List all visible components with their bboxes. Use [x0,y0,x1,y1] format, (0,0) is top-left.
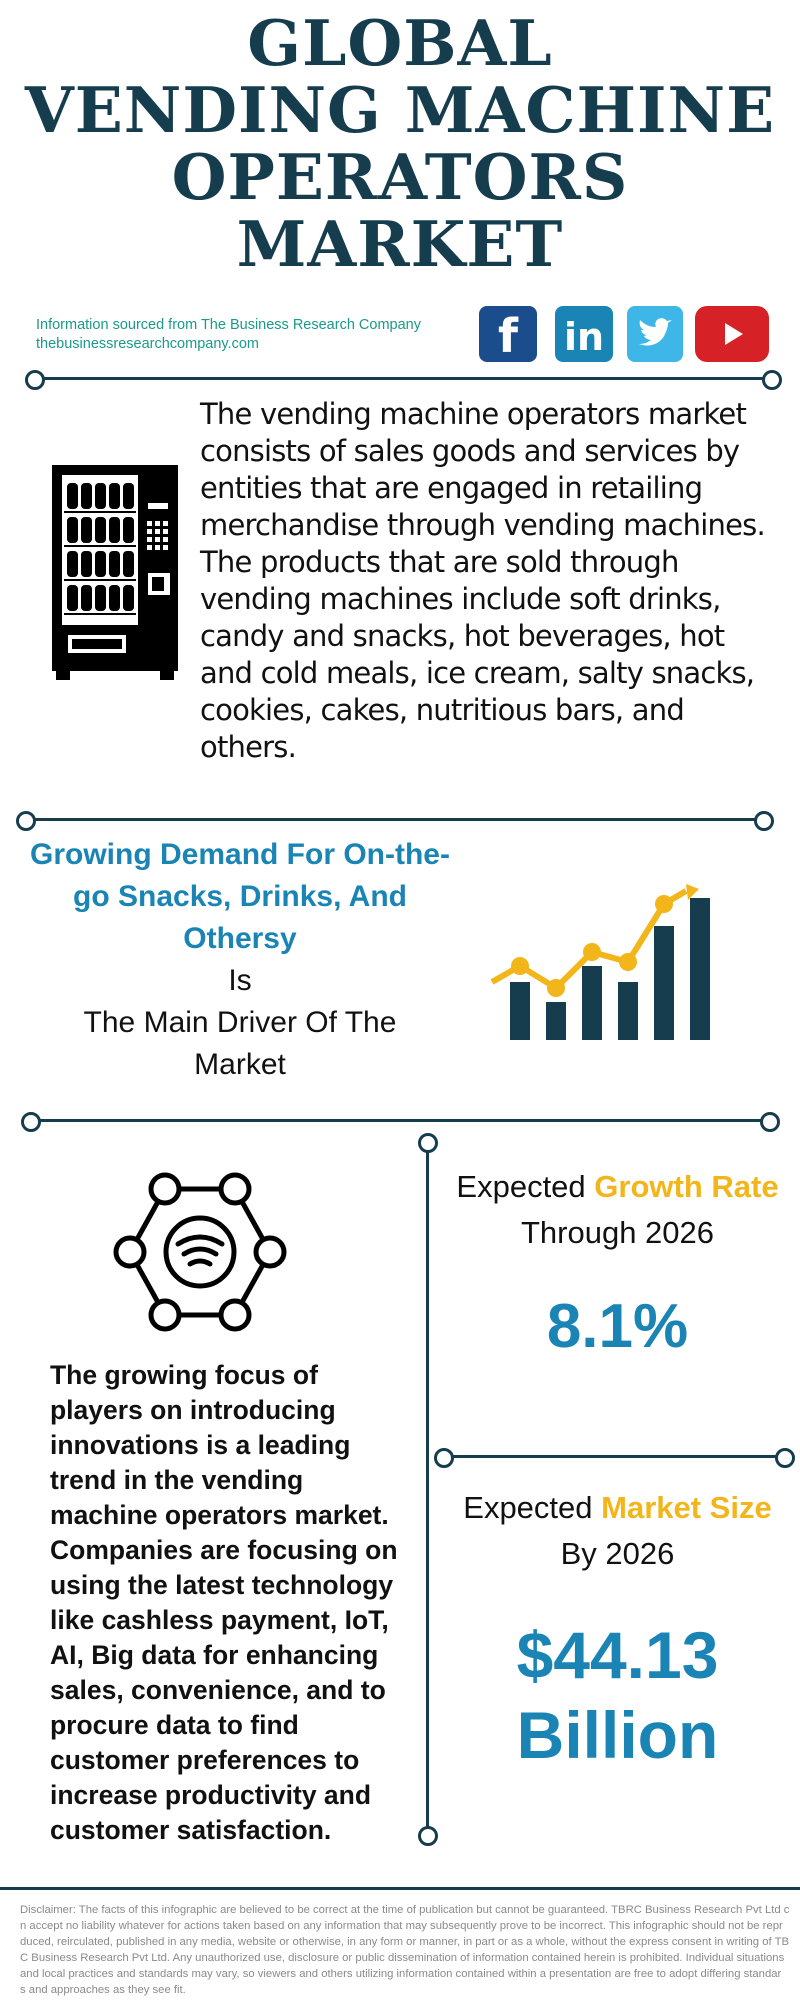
divider-dot [16,811,36,831]
disclaimer-line: C Business Research Pvt Ltd. Any unautho… [20,1952,785,1964]
driver-text: Is [228,964,252,997]
source-link[interactable]: thebusinessresearchcompany.com [36,336,259,352]
market-size-period: By 2026 [560,1536,675,1571]
title-line: GLOBAL [247,6,553,80]
disclaimer-line: duced, reirculated, published in any med… [20,1936,790,1948]
disclaimer-line: s and approaches as they see fit. [20,1984,186,1996]
driver-text: Market [194,1048,286,1081]
facebook-icon[interactable]: f [479,306,537,362]
title-line: MARKET [236,207,564,281]
driver-highlight: go Snacks, Drinks, And [73,880,407,913]
disclaimer: Disclaimer: The facts of this infographi… [20,1902,800,1998]
disclaimer-line: Disclaimer: The facts of this infographi… [20,1904,790,1916]
divider-dot [21,1112,41,1132]
title-line: VENDING MACHINE [24,73,776,147]
divider [25,818,762,821]
growth-chart-icon [490,882,720,1042]
growth-label-accent: Growth Rate [594,1169,779,1204]
growth-label: Expected Growth Rate [456,1169,779,1204]
title-line: OPERATORS [171,140,629,214]
market-size-value: $44.13 Billion [516,1618,719,1772]
divider-dot [760,1112,780,1132]
disclaimer-line: and local practices and standards may va… [20,1968,782,1980]
disclaimer-line: n accept no liability whatever for actio… [20,1920,783,1932]
driver-highlight: Growing Demand For On-the- [30,838,450,871]
divider-dot [434,1448,454,1468]
divider-dot [418,1826,438,1846]
driver-highlight: Othersy [183,922,297,955]
column-divider [426,1142,429,1836]
divider [34,377,771,380]
divider-dot [762,370,782,390]
market-driver: Growing Demand For On-the- go Snacks, Dr… [20,834,460,1086]
source-text: Information sourced from The Business Re… [36,317,421,333]
driver-text: The Main Driver Of The [83,1006,397,1039]
growth-period: Through 2026 [520,1215,715,1250]
linkedin-icon[interactable]: in [555,306,613,362]
svg-text:in: in [564,315,604,359]
vending-machine-icon [50,463,180,683]
svg-text:f: f [498,309,519,362]
growth-value: 8.1% [546,1292,689,1361]
divider-dot [775,1448,795,1468]
divider [443,1455,783,1458]
divider-dot [754,811,774,831]
twitter-icon[interactable] [627,306,683,362]
trend-text: The growing focus of players on introduc… [50,1360,398,1845]
footer-divider [0,1887,800,1890]
divider [29,1119,770,1122]
youtube-icon[interactable] [695,306,769,362]
network-hub-icon [110,1172,290,1332]
market-size-label-accent: Market Size [601,1490,772,1525]
page-title: GLOBAL VENDING MACHINE OPERATORS MARKET [0,10,800,278]
divider-dot [418,1133,438,1153]
divider-dot [25,370,45,390]
market-size-label: Expected Market Size [463,1490,772,1525]
source-info: Information sourced from The Business Re… [36,316,421,354]
market-description: The vending machine operators market con… [200,397,766,764]
